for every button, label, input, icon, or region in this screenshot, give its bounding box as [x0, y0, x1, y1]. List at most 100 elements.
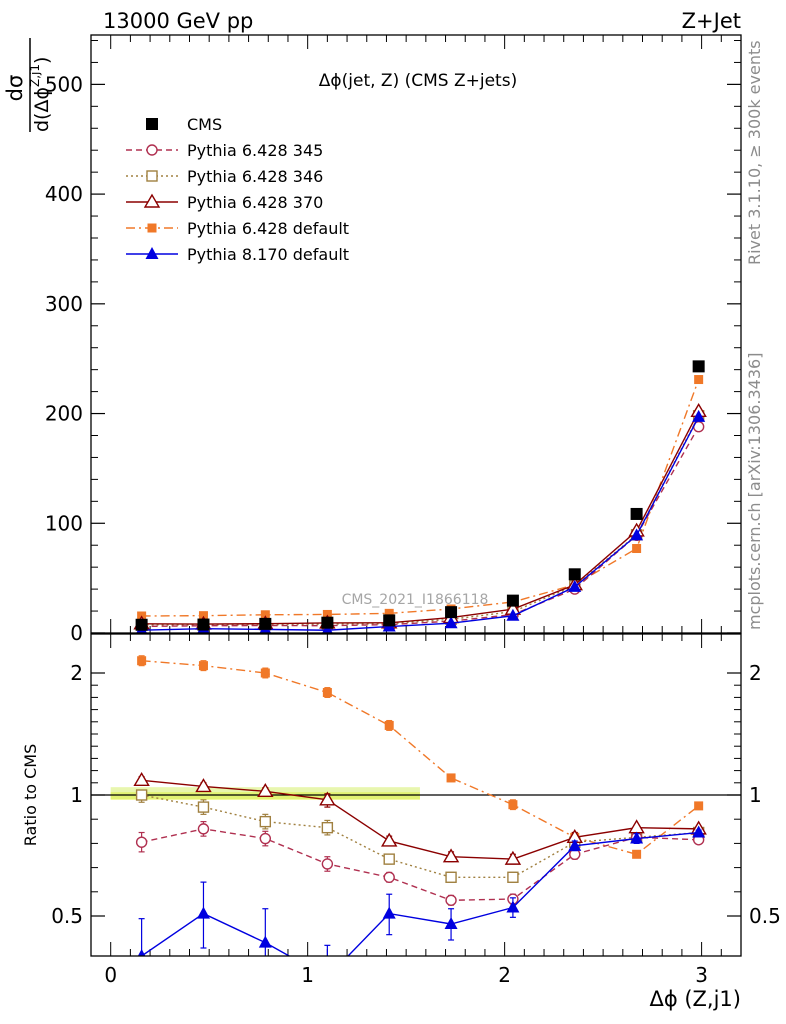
ratio-point-p346 [445, 871, 457, 883]
ratio-line-p346 [141, 794, 699, 878]
main-series-pdef [137, 375, 704, 621]
main-point-cms [692, 360, 705, 373]
ratio-point-p346 [321, 821, 334, 834]
main-frame [90, 34, 742, 634]
ratio-line-pdef [141, 660, 700, 856]
ratio-point-p345 [321, 858, 334, 870]
ratio-line-p345 [141, 828, 699, 901]
main-point-p8 [506, 608, 520, 621]
ratio-point-p346 [197, 801, 210, 813]
ratio-point-p370 [133, 771, 150, 787]
ratio-series-p345 [135, 821, 705, 906]
legend-label-p346: Pythia 6.428 346 [187, 167, 323, 186]
ylabel-numerator: dσ [3, 75, 27, 102]
ratio-point-p8 [137, 949, 146, 956]
main-point-p8 [444, 616, 458, 629]
mcplots-label: mcplots.cern.ch [arXiv:1306.3436] [745, 353, 764, 630]
ratio-ytick-label-right: 1 [749, 783, 762, 807]
main-ytick-label: 100 [45, 511, 83, 535]
ratio-point-p8 [258, 935, 272, 948]
ratio-point-p8 [630, 831, 644, 844]
ratio-point-p370 [504, 850, 522, 865]
ratio-point-p8 [321, 970, 334, 982]
ratio-point-p370 [442, 848, 460, 863]
ratio-xtick-label: 3 [695, 963, 708, 987]
ratio-point-p345 [135, 836, 148, 848]
ratio-series-pdef [137, 655, 704, 859]
ratio-ytick-label: 2 [70, 661, 83, 685]
ratio-point-pdef [508, 800, 518, 810]
ylabel-denominator: d(ΔϕZ,j1) [28, 57, 53, 132]
ratio-ytick-label-right: 2 [749, 661, 762, 685]
ratio-point-p346 [259, 815, 272, 828]
main-point-pdef [384, 608, 394, 618]
legend-label-p8: Pythia 8.170 default [187, 245, 349, 264]
header-right: Z+Jet [682, 9, 741, 33]
ratio-series-p370 [133, 771, 707, 865]
ratio-point-pdef [694, 801, 704, 811]
legend-label-p345: Pythia 6.428 345 [187, 141, 323, 160]
header-left: 13000 GeV pp [103, 9, 253, 33]
main-point-pdef [694, 375, 704, 385]
x-axis-label: Δϕ (Z,j1) [649, 987, 741, 1011]
ratio-point-pdef [446, 773, 456, 783]
ratio-point-p345 [259, 832, 272, 845]
main-ytick-label: 0 [70, 621, 83, 645]
ratio-point-p345 [197, 823, 210, 835]
ratio-point-p8 [568, 838, 582, 851]
rivet-label: Rivet 3.1.10, ≥ 300k events [745, 40, 764, 265]
main-point-p8 [568, 579, 582, 592]
main-axis-ticks: 0 100 200 300 400 500 [45, 35, 742, 645]
ratio-xtick-label: 2 [498, 963, 511, 987]
main-point-pdef [260, 610, 270, 620]
ratio-frame [90, 633, 742, 957]
ratio-point-p8 [506, 900, 520, 913]
ratio-point-p8 [382, 906, 396, 919]
main-ytick-label: 500 [45, 72, 83, 96]
ratio-xtick-label: 1 [301, 963, 314, 987]
ratio-point-p370 [257, 782, 274, 798]
ratio-line-p8 [141, 831, 699, 956]
ratio-point-p346 [135, 789, 148, 801]
ratio-point-p370 [319, 791, 336, 806]
ratio-point-p346 [507, 871, 519, 883]
legend-marker-cms [146, 118, 158, 130]
main-line-pdef [141, 379, 700, 617]
ratio-point-p346 [383, 853, 395, 865]
ratio-axis-ticks: 0.5 0.5 1 1 2 2 0 1 2 3 [51, 634, 781, 987]
ratio-ytick-label-right: 0.5 [749, 904, 781, 928]
legend-marker-p346 [146, 170, 158, 182]
main-point-cms [135, 618, 148, 631]
ratio-series-p8 [137, 825, 706, 982]
main-line-p345 [141, 426, 700, 628]
main-ytick-label: 300 [45, 292, 83, 316]
ratio-series-p346 [135, 789, 705, 883]
main-point-p8 [692, 409, 706, 422]
ratio-point-p370 [380, 832, 398, 847]
main-title: Δϕ(jet, Z) (CMS Z+jets) [319, 71, 517, 91]
ratio-ytick-label: 1 [70, 783, 83, 807]
main-point-cms [445, 606, 458, 619]
ratio-series-group [133, 655, 707, 982]
main-point-cms [321, 616, 334, 629]
legend-marker-p8 [145, 247, 159, 259]
ratio-point-p345 [383, 871, 395, 883]
ratio-ytick-label: 0.5 [51, 904, 83, 928]
main-ylabel: dσ d(ΔϕZ,j1) [3, 38, 53, 132]
main-ytick-label: 200 [45, 402, 83, 426]
ratio-point-pdef [137, 656, 147, 666]
ratio-point-p345 [445, 894, 457, 906]
ratio-xtick-label: 0 [104, 963, 117, 987]
ratio-point-pdef [260, 668, 270, 678]
ratio-point-p370 [628, 819, 645, 834]
main-series-cms [135, 360, 705, 631]
ratio-point-pdef [322, 688, 332, 698]
main-point-cms [506, 594, 519, 607]
legend-item-p345: Pythia 6.428 345 [126, 141, 323, 160]
main-point-pdef [322, 609, 332, 619]
watermark: CMS_2021_I1866118 [342, 592, 489, 608]
ratio-point-p370 [195, 778, 212, 793]
ratio-point-p8 [444, 917, 458, 929]
ratio-ylabel: Ratio to CMS [21, 744, 40, 846]
main-point-cms [197, 618, 210, 631]
